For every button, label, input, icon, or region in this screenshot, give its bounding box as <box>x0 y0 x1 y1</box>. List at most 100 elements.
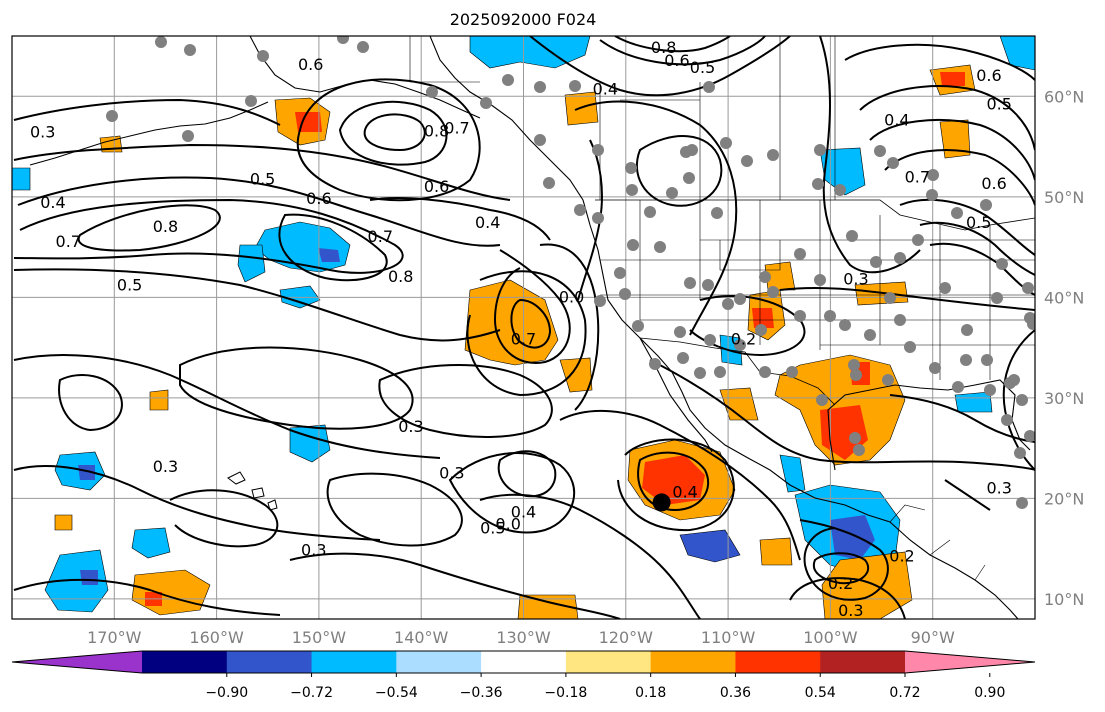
contour-label: 0.4 <box>884 110 909 129</box>
station-dot <box>155 36 167 48</box>
station-dot <box>960 354 972 366</box>
contour-line <box>17 176 501 247</box>
colorbar-extend-low <box>12 651 142 673</box>
contour-label: 0.2 <box>731 330 756 349</box>
contour-line <box>844 43 1035 81</box>
station-dot <box>1027 318 1035 330</box>
x-tick-label: 170°W <box>87 628 142 647</box>
station-dot <box>839 319 851 331</box>
contour-label: 0.5 <box>480 519 505 538</box>
station-dot <box>627 239 639 251</box>
colorbar <box>11 650 1036 674</box>
contour-line <box>617 438 735 532</box>
contour-label: 0.8 <box>388 267 413 286</box>
x-tick-label: 140°W <box>394 628 449 647</box>
station-dot <box>574 204 586 216</box>
contour-label: 0.4 <box>475 213 500 232</box>
station-dot <box>426 86 438 98</box>
station-dot <box>961 324 973 336</box>
y-tick-label: 60°N <box>1044 87 1084 106</box>
shade-negative-region <box>12 167 31 191</box>
contour-line <box>889 394 1035 443</box>
contour-line <box>649 359 1035 471</box>
contour-line <box>497 450 557 498</box>
shade-negative-region <box>44 549 109 613</box>
colorbar-tick-label: −0.36 <box>460 685 503 701</box>
station-dot <box>711 207 723 219</box>
station-dot <box>686 144 698 156</box>
station-dot <box>684 277 696 289</box>
station-dot <box>874 145 886 157</box>
station-dot <box>984 384 996 396</box>
shade-negative-region <box>237 244 266 283</box>
station-dot <box>884 292 896 304</box>
station-dot <box>694 367 706 379</box>
map-panel: 0.60.30.50.60.40.80.7 0.70.80.50.80.70.60… <box>12 36 1035 619</box>
station-dot <box>741 155 753 167</box>
colorbar-segment <box>142 651 228 673</box>
contour-line <box>689 295 806 357</box>
shade-negative-region <box>954 391 993 413</box>
station-dot <box>846 230 858 242</box>
station-dot <box>848 359 860 371</box>
contour-label: 0.7 <box>444 118 469 137</box>
station-dot <box>632 320 644 332</box>
contour-label: 0.3 <box>398 417 423 436</box>
x-tick-label: 100°W <box>803 628 858 647</box>
station-markers <box>106 36 1035 509</box>
station-dot <box>337 36 349 44</box>
station-dot <box>759 366 771 378</box>
central-america-borders <box>889 504 986 581</box>
contour-line <box>614 36 731 53</box>
contour-label: 0.3 <box>301 541 326 560</box>
station-dot <box>951 207 963 219</box>
station-dot <box>816 394 828 406</box>
station-dot <box>704 334 716 346</box>
contour-label: 0.6 <box>306 189 331 208</box>
station-dot <box>834 184 846 196</box>
station-dot <box>625 162 637 174</box>
contour-label: 0.7 <box>56 232 81 251</box>
shade-negative-region <box>80 570 98 585</box>
contour-line <box>529 36 791 97</box>
station-dot <box>850 369 862 381</box>
contour-label: 0.4 <box>511 502 536 521</box>
station-dot <box>722 298 734 310</box>
station-dot <box>182 130 194 142</box>
y-tick-label: 30°N <box>1044 389 1084 408</box>
colorbar-tick-label: 0.90 <box>974 685 1005 701</box>
contour-label: 0.5 <box>117 275 142 294</box>
contour-line <box>637 451 710 512</box>
shade-positive-region <box>940 72 965 86</box>
contour-line <box>869 119 1035 181</box>
contour-line <box>919 221 1035 276</box>
contour-label: 0.6 <box>664 51 689 70</box>
station-dot <box>1022 282 1034 294</box>
station-dot <box>767 286 779 298</box>
colorbar-segment <box>226 651 313 673</box>
contour-label: 0.7 <box>511 330 536 349</box>
shade-positive-region <box>752 308 774 328</box>
contour-line <box>13 143 511 201</box>
map-frame <box>11 35 1036 620</box>
station-dot <box>853 444 865 456</box>
station-dot <box>904 341 916 353</box>
station-dot <box>480 97 492 109</box>
x-tick-label: 90°W <box>911 628 955 647</box>
station-dot <box>569 80 581 92</box>
colorbar-tick-label: 0.36 <box>720 685 751 701</box>
station-dot <box>654 241 666 253</box>
shade-positive-region <box>295 112 322 132</box>
contour-line <box>58 374 123 432</box>
contour-line <box>599 36 766 66</box>
x-tick-label: 110°W <box>701 628 756 647</box>
colorbar-tick-label: −0.72 <box>290 685 333 701</box>
contour-line <box>169 489 279 548</box>
contour-line <box>448 452 576 534</box>
station-dot <box>619 288 631 300</box>
contour-label: 0.4 <box>672 482 697 501</box>
contour-line <box>296 78 481 202</box>
contour-line <box>539 243 600 411</box>
station-dot <box>824 310 836 322</box>
